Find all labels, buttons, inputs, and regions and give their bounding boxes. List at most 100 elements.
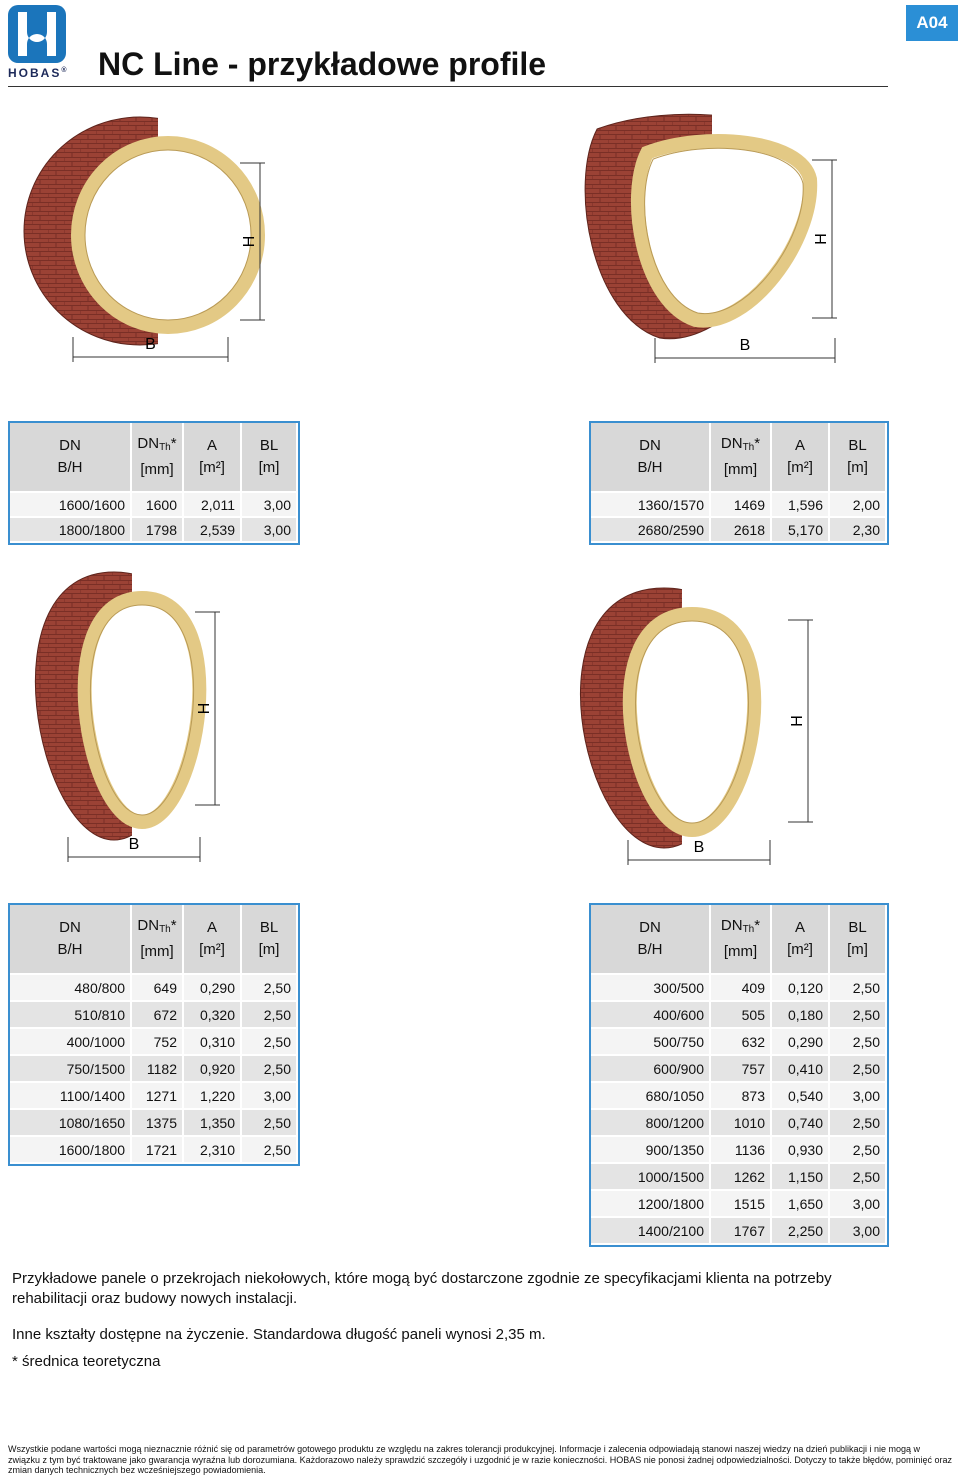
table-cell: 3,00 xyxy=(242,1083,298,1110)
table-cell: 2,30 xyxy=(830,518,887,543)
table-row: 400/1000 752 0,310 2,50 xyxy=(10,1029,298,1056)
header-name: BL xyxy=(259,437,279,454)
table-cell: 600/900 xyxy=(591,1056,711,1083)
table-row: 400/600 505 0,180 2,50 xyxy=(591,1002,887,1029)
table-row: 510/810 672 0,320 2,50 xyxy=(10,1002,298,1029)
header-unit: [m] xyxy=(847,459,868,476)
table-cell: 873 xyxy=(711,1083,772,1110)
header-cell: DNTh* [mm] xyxy=(132,423,184,491)
table-cell: 2,250 xyxy=(772,1218,830,1245)
table-cell: 0,120 xyxy=(772,975,830,1002)
liner-edge xyxy=(635,620,749,824)
table-cell: 2,00 xyxy=(830,493,887,518)
table-cell: 0,320 xyxy=(184,1002,242,1029)
header-name-line: A xyxy=(795,435,805,457)
header-unit: [m] xyxy=(258,459,280,476)
table-cell: 752 xyxy=(132,1029,184,1056)
header-name-line: BL xyxy=(848,917,866,939)
table-cell: 1800/1800 xyxy=(10,518,132,543)
table-cell: 3,00 xyxy=(830,1191,887,1218)
table-cell: 649 xyxy=(132,975,184,1002)
header-subscript: Th xyxy=(742,924,755,935)
table-cell: 680/1050 xyxy=(591,1083,711,1110)
header-unit: [mm] xyxy=(140,943,174,960)
header-rule xyxy=(8,86,888,87)
table-row: 1400/2100 1767 2,250 3,00 xyxy=(591,1218,887,1245)
header-mark: * xyxy=(170,917,177,934)
header-subscript: Th xyxy=(159,924,171,935)
header-name-line: A xyxy=(207,435,217,457)
header-cell: DN B/H xyxy=(10,423,132,491)
header-unit: [mm] xyxy=(723,461,758,478)
table-cell: 1000/1500 xyxy=(591,1164,711,1191)
profile-figure: BH xyxy=(23,116,266,362)
table-cell: 3,00 xyxy=(242,518,298,543)
header-cell: DNTh* [mm] xyxy=(711,423,772,491)
table-cell: 1360/1570 xyxy=(591,493,711,518)
table-cell: 1136 xyxy=(711,1137,772,1164)
table-cell: 1400/2100 xyxy=(591,1218,711,1245)
table-cell: 900/1350 xyxy=(591,1137,711,1164)
table-cell: 3,00 xyxy=(242,493,298,518)
table-cell: 1080/1650 xyxy=(10,1110,132,1137)
header-name: BL xyxy=(848,919,867,936)
table-cell: 1,350 xyxy=(184,1110,242,1137)
header-name: DN xyxy=(639,919,661,936)
header-name-line: DN xyxy=(59,435,81,457)
table-cell: 632 xyxy=(711,1029,772,1056)
table-header: DN B/H DNTh* [mm] A [m²] BL [m] xyxy=(591,905,887,975)
table-cell: 1100/1400 xyxy=(10,1083,132,1110)
table-cell: 2,50 xyxy=(830,1137,887,1164)
table-cell: 2,50 xyxy=(242,1029,298,1056)
header-name: DN xyxy=(137,435,160,452)
header-cell: A [m²] xyxy=(772,905,830,973)
table-cell: 480/800 xyxy=(10,975,132,1002)
header-name: BL xyxy=(259,919,279,936)
table-cell: 1767 xyxy=(711,1218,772,1245)
header-name-line: DN xyxy=(639,917,661,939)
table-cell: 1600 xyxy=(132,493,184,518)
profile-figure: BH xyxy=(34,571,220,862)
table-cell: 1,220 xyxy=(184,1083,242,1110)
table-cell: 1600/1600 xyxy=(10,493,132,518)
table-cell: 3,00 xyxy=(830,1083,887,1110)
header-unit: [m²] xyxy=(787,941,813,958)
note: * średnica teoretyczna xyxy=(12,1353,161,1370)
width-label: B xyxy=(740,337,751,354)
table-row: 1200/1800 1515 1,650 3,00 xyxy=(591,1191,887,1218)
table-cell: 2,50 xyxy=(830,1110,887,1137)
header-name-line: A xyxy=(795,917,805,939)
liner-edge xyxy=(644,147,804,314)
header-name-line: DN xyxy=(59,917,81,939)
header-cell: BL [m] xyxy=(242,423,298,491)
table-cell: 1721 xyxy=(132,1137,184,1164)
header-unit: [m²] xyxy=(199,459,225,476)
data-table: DN B/H DNTh* [mm] A [m²] BL [m] 1360/1570 1469 1,5… xyxy=(589,421,889,545)
table-cell: 510/810 xyxy=(10,1002,132,1029)
header-mark: * xyxy=(170,435,177,452)
height-label: H xyxy=(241,236,258,248)
table-cell: 0,540 xyxy=(772,1083,830,1110)
width-label: B xyxy=(145,336,156,353)
header-name: DN xyxy=(720,435,743,452)
header-unit: B/H xyxy=(637,941,663,958)
table-header: DN B/H DNTh* [mm] A [m²] BL [m] xyxy=(591,423,887,493)
logo-text: HOBAS® xyxy=(8,66,67,80)
header-name: A xyxy=(206,437,217,454)
table-cell: 2618 xyxy=(711,518,772,543)
table-cell: 800/1200 xyxy=(591,1110,711,1137)
table-cell: 2,50 xyxy=(242,1002,298,1029)
note: Przykładowe panele o przekrojach niekoło… xyxy=(12,1270,832,1307)
table-cell: 1600/1800 xyxy=(10,1137,132,1164)
header-unit: B/H xyxy=(637,459,663,476)
header-name: A xyxy=(206,919,217,936)
header-unit: [mm] xyxy=(723,943,758,960)
liner xyxy=(70,136,266,334)
table-row: 800/1200 1010 0,740 2,50 xyxy=(591,1110,887,1137)
logo-name: HOBAS xyxy=(8,66,62,80)
table-cell: 750/1500 xyxy=(10,1056,132,1083)
table-row: 1360/1570 1469 1,596 2,00 xyxy=(591,493,887,518)
table-row: 900/1350 1136 0,930 2,50 xyxy=(591,1137,887,1164)
table-cell: 1515 xyxy=(711,1191,772,1218)
